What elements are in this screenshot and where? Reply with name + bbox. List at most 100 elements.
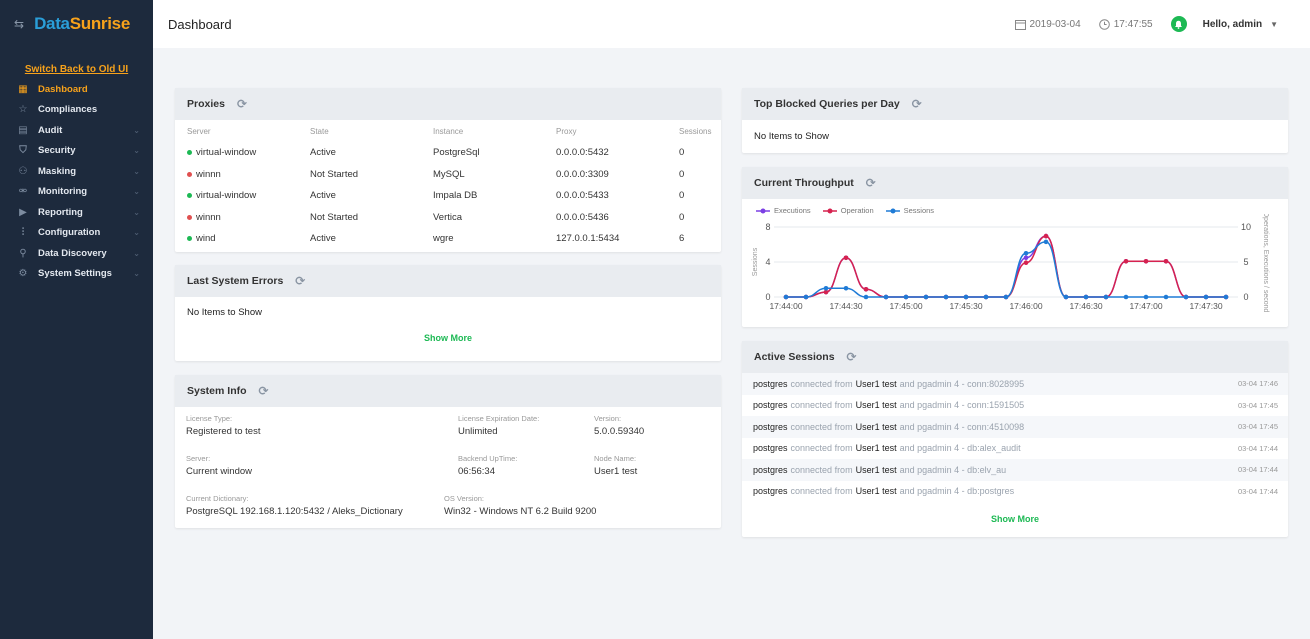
field-label: Current Dictionary: xyxy=(186,494,249,503)
sidebar-item-configuration[interactable]: ⫶ Configuration ⌄ xyxy=(0,223,153,244)
sidebar-item-label: Masking xyxy=(38,165,77,177)
data-point-sessions xyxy=(823,285,829,291)
data-point-operation xyxy=(843,255,849,261)
data-point-sessions xyxy=(963,294,969,300)
sidebar-item-label: Reporting xyxy=(38,206,83,218)
throughput-card: Current Throughput ⟳ Executions Operation… xyxy=(742,167,1288,327)
sidebar-item-label: Monitoring xyxy=(38,186,88,198)
chevron-down-icon: ⌄ xyxy=(133,228,140,238)
x-tick-label: 17:46:00 xyxy=(1009,301,1042,311)
column-header: Sessions xyxy=(679,126,712,136)
data-point-sessions xyxy=(1063,294,1069,300)
session-user: postgres xyxy=(753,443,788,454)
sessions-cell: 0 xyxy=(679,211,685,223)
logo[interactable]: DataSunrise xyxy=(34,14,130,33)
sidebar-item-system-settings[interactable]: ⚙ System Settings ⌄ xyxy=(0,264,153,285)
show-more-button[interactable]: Show More xyxy=(423,333,472,343)
session-text: connected from xyxy=(790,421,853,432)
table-header-row: Server State Instance Proxy Sessions xyxy=(175,120,721,142)
sessions-cell: 0 xyxy=(679,147,685,159)
refresh-icon[interactable]: ⟳ xyxy=(258,384,269,398)
refresh-icon[interactable]: ⟳ xyxy=(295,274,306,288)
y-right-tick-label: 5 xyxy=(1243,257,1248,267)
session-user: postgres xyxy=(753,400,788,411)
proxy-cell: 0.0.0.0:5433 xyxy=(556,190,609,202)
state-cell: Active xyxy=(310,233,336,245)
server: Server: Current window xyxy=(186,454,252,477)
chart-legend: Executions Operation Sessions xyxy=(742,199,1288,215)
list-item[interactable]: postgres connected from User1 test and pgad… xyxy=(742,395,1288,417)
empty-message: No Items to Show xyxy=(187,307,262,318)
sidebar-item-label: Audit xyxy=(38,124,63,136)
data-point-operation xyxy=(823,289,829,295)
active-sessions-title: Active Sessions xyxy=(754,351,835,363)
sessions-cell: 0 xyxy=(679,190,685,202)
refresh-icon[interactable]: ⟳ xyxy=(236,97,248,111)
server-name: wind xyxy=(196,233,216,245)
sidebar-item-label: System Settings xyxy=(38,268,112,280)
sidebar-item-compliances[interactable]: ☆ Compliances xyxy=(0,100,153,121)
field-label: Version: xyxy=(594,414,622,423)
list-item[interactable]: postgres connected from User1 test and pgad… xyxy=(742,438,1288,460)
session-detail: and pgadmin 4 - db:postgres xyxy=(899,486,1015,497)
search-icon: ⚲ xyxy=(19,247,27,259)
sidebar-item-label: Compliances xyxy=(38,104,98,116)
data-point-sessions xyxy=(1003,294,1009,300)
column-header: Server xyxy=(187,126,211,136)
sidebar-item-audit[interactable]: ▤ Audit ⌄ xyxy=(0,120,153,141)
data-point-sessions xyxy=(1083,294,1089,300)
notification-bell-icon[interactable] xyxy=(1170,16,1187,32)
refresh-icon[interactable]: ⟳ xyxy=(865,176,876,190)
list-item[interactable]: postgres connected from User1 test and pgad… xyxy=(742,416,1288,438)
backend-uptime: Backend UpTime: 06:56:34 xyxy=(458,454,517,477)
data-point-executions xyxy=(1023,255,1029,261)
session-text: connected from xyxy=(790,378,853,389)
binoculars-icon: ⚮ xyxy=(18,186,28,198)
x-tick-label: 17:44:00 xyxy=(769,301,802,311)
sidebar-item-reporting[interactable]: ▶ Reporting ⌄ xyxy=(0,202,153,223)
collapse-menu-icon[interactable]: ⇆ xyxy=(14,17,25,31)
list-item[interactable]: postgres connected from User1 test and pgad… xyxy=(742,373,1288,395)
session-detail: and pgadmin 4 - db:alex_audit xyxy=(899,443,1021,454)
session-user: postgres xyxy=(753,464,788,475)
session-text: connected from xyxy=(790,443,853,454)
table-row[interactable]: virtual-window Active Impala DB 0.0.0.0:543… xyxy=(175,185,721,207)
blocked-queries-card: Top Blocked Queries per Day ⟳ No Items t… xyxy=(742,88,1288,153)
data-point-sessions xyxy=(943,294,949,300)
legend-marker xyxy=(885,208,900,213)
table-row[interactable]: virtual-window Active PostgreSql 0.0.0.0:54… xyxy=(175,142,721,164)
switch-old-ui-link[interactable]: Switch Back to Old UI xyxy=(24,64,129,75)
sidebar-item-dashboard[interactable]: ▦ Dashboard xyxy=(0,79,153,100)
legend-item[interactable]: Sessions xyxy=(885,206,934,215)
refresh-icon[interactable]: ⟳ xyxy=(846,350,857,364)
server-cell: winnn xyxy=(175,164,298,186)
throughput-header: Current Throughput ⟳ xyxy=(742,167,1288,199)
data-point-sessions xyxy=(883,294,889,300)
sidebar-item-data-discovery[interactable]: ⚲ Data Discovery ⌄ xyxy=(0,243,153,264)
field-label: License Expiration Date: xyxy=(458,414,540,423)
show-more-button[interactable]: Show More xyxy=(990,514,1039,524)
field-value: User1 test xyxy=(594,466,638,477)
legend-item[interactable]: Operation xyxy=(822,206,874,215)
list-item[interactable]: postgres connected from User1 test and pgad… xyxy=(742,459,1288,481)
sidebar-item-security[interactable]: ⛉ Security ⌄ xyxy=(0,141,153,162)
user-menu[interactable]: Hello, admin ▼ xyxy=(1203,19,1278,30)
sidebar-item-masking[interactable]: ⚇ Masking ⌄ xyxy=(0,161,153,182)
table-row[interactable]: wind Active wgre 127.0.0.1:5434 6 xyxy=(175,228,721,250)
legend-item[interactable]: Executions xyxy=(756,206,811,215)
server-name: winnn xyxy=(196,168,221,180)
table-row[interactable]: winnn Not Started MySQL 0.0.0.0:3309 0 xyxy=(175,164,721,186)
list-item[interactable]: postgres connected from User1 test and pgad… xyxy=(742,481,1288,503)
y-right-tick-label: 10 xyxy=(1241,222,1251,232)
refresh-icon[interactable]: ⟳ xyxy=(911,97,922,111)
sidebar-item-monitoring[interactable]: ⚮ Monitoring ⌄ xyxy=(0,182,153,203)
dashboard-icon: ▦ xyxy=(18,83,28,95)
table-row[interactable]: winnn Not Started Vertica 0.0.0.0:5436 0 xyxy=(175,207,721,229)
x-tick-label: 17:47:00 xyxy=(1129,301,1162,311)
field-value: Unlimited xyxy=(458,426,498,437)
data-point-sessions xyxy=(1203,294,1209,300)
session-detail: and pgadmin 4 - conn:4510098 xyxy=(899,421,1025,432)
field-label: Server: xyxy=(186,454,211,463)
data-point-sessions xyxy=(983,294,989,300)
data-point-operation xyxy=(863,287,869,292)
